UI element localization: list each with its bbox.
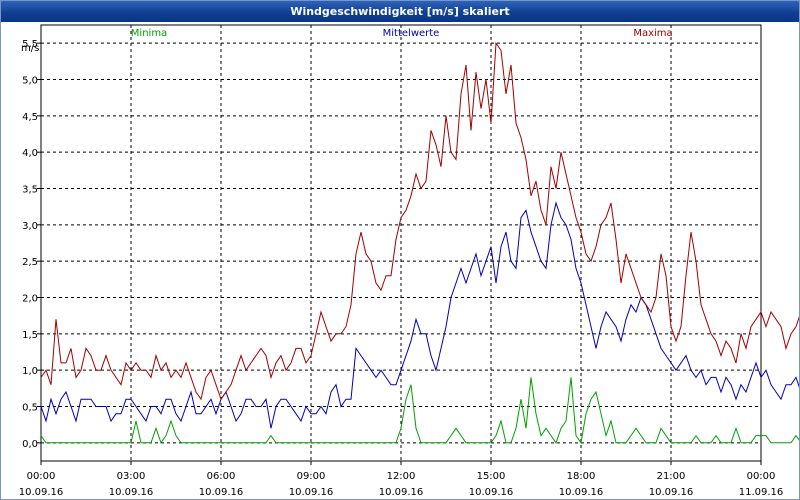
- y-tick-label: 4,5: [22, 112, 38, 123]
- x-tick-date-label: 10.09.16: [109, 487, 154, 498]
- series-line-maxima: [40, 41, 799, 401]
- y-tick-label: 1,0: [22, 366, 38, 377]
- y-tick-label: 3,0: [22, 221, 38, 232]
- legend-entry-minima: Minima: [131, 28, 167, 39]
- legend-entry-mittelwerte: Mittelwerte: [383, 28, 440, 39]
- y-tick-label: 1,5: [22, 330, 38, 341]
- x-tick-date-label: 10.09.16: [289, 487, 334, 498]
- x-tick-date-label: 10.09.16: [469, 487, 514, 498]
- x-tick-time-label: 09:00: [297, 471, 326, 482]
- x-tick-date-label: 10.09.16: [199, 487, 244, 498]
- series-line-mittelwerte: [40, 201, 799, 429]
- legend-entry-maxima: Maxima: [633, 28, 672, 39]
- y-tick-label: 3,5: [22, 185, 38, 196]
- x-tick-time-label: 03:00: [117, 471, 146, 482]
- x-tick-date-label: 10.09.16: [19, 487, 64, 498]
- x-tick-time-label: 21:00: [657, 471, 686, 482]
- y-tick-label: 4,0: [22, 148, 38, 159]
- y-tick-label: 5,0: [22, 76, 38, 87]
- x-tick-time-label: 12:00: [387, 471, 416, 482]
- x-tick-time-label: 00:00: [747, 471, 776, 482]
- y-tick-label: 2,5: [22, 257, 38, 268]
- x-tick-date-label: 10.09.16: [559, 487, 604, 498]
- x-tick-date-label: 11.09.16: [739, 487, 784, 498]
- y-tick-label: 5,5: [22, 39, 38, 50]
- y-tick-label: 0,5: [22, 403, 38, 414]
- series-line-minima: [40, 377, 799, 445]
- y-tick-label: 0,0: [22, 439, 38, 450]
- y-axis-unit-label: m/s: [21, 43, 39, 54]
- x-tick-time-label: 06:00: [207, 471, 236, 482]
- x-tick-time-label: 00:00: [27, 471, 56, 482]
- y-tick-label: 2,0: [22, 294, 38, 305]
- x-tick-time-label: 18:00: [567, 471, 596, 482]
- x-tick-date-label: 10.09.16: [649, 487, 694, 498]
- x-tick-date-label: 10.09.16: [379, 487, 424, 498]
- chart-title: Windgeschwindigkeit [m/s] skaliert: [1, 1, 799, 22]
- x-tick-time-label: 15:00: [477, 471, 506, 482]
